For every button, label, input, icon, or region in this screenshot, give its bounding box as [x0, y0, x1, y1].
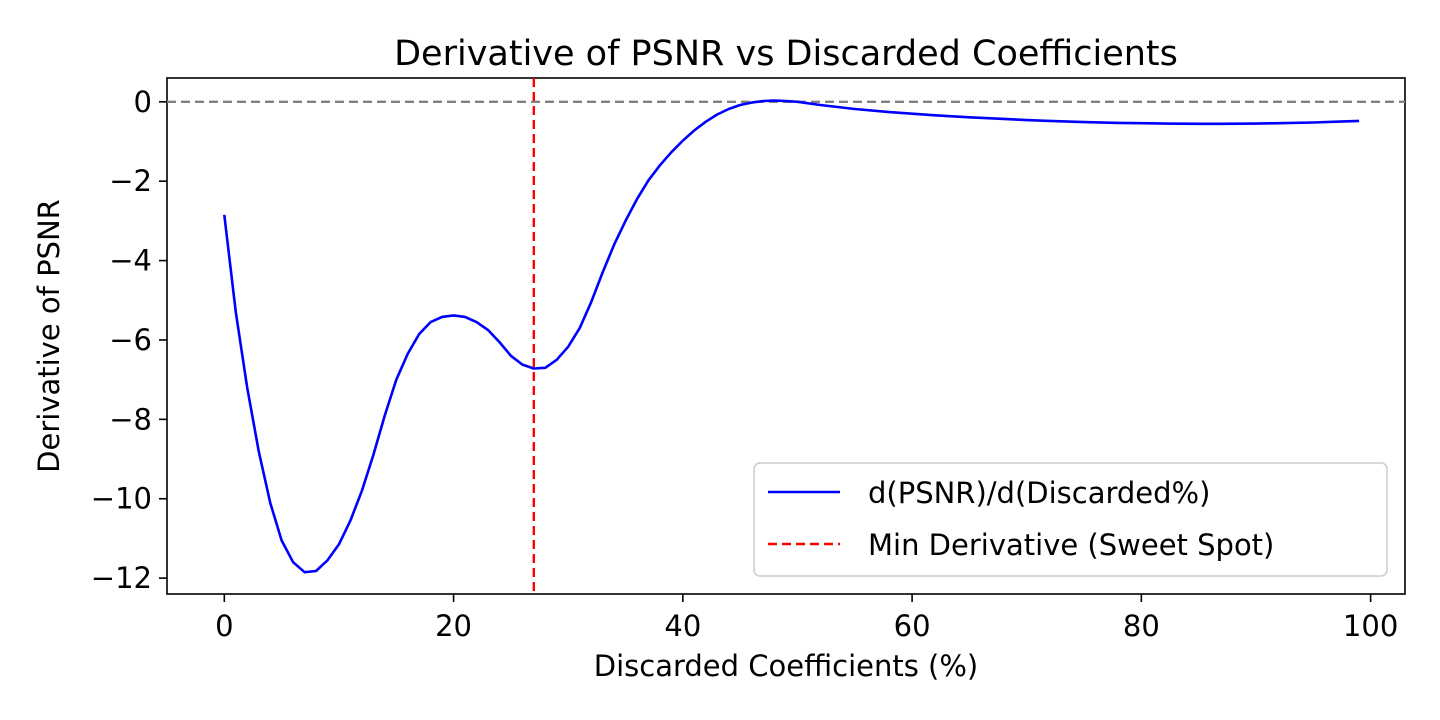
series-line-derivative [223, 99, 1360, 574]
y-axis-label: Derivative of PSNR [32, 199, 66, 473]
x-tick-label: 60 [894, 609, 931, 643]
legend-frame [753, 462, 1388, 577]
y-tick-label: −10 [91, 482, 152, 516]
legend-label-derivative: d(PSNR)/d(Discarded%) [868, 476, 1210, 510]
x-tick-label: 80 [1123, 609, 1160, 643]
x-tick-label: 40 [664, 609, 701, 643]
legend-label-sweet-spot: Min Derivative (Sweet Spot) [868, 528, 1274, 562]
y-tick-label: −2 [109, 164, 152, 198]
x-tick-label: 100 [1343, 609, 1398, 643]
y-tick-label: 0 [134, 85, 152, 119]
x-axis-label: Discarded Coefficients (%) [594, 649, 978, 683]
y-axis-ticks: 0 −2 −4 −6 −8 −10 −12 [91, 85, 167, 595]
y-tick-label: −4 [109, 244, 152, 278]
y-tick-label: −8 [109, 402, 152, 436]
y-tick-label: −12 [91, 561, 152, 595]
x-axis-ticks: 0 20 40 60 80 100 [215, 594, 1398, 643]
legend: d(PSNR)/d(Discarded%) Min Derivative (Sw… [753, 462, 1388, 577]
y-tick-label: −6 [109, 323, 152, 357]
x-tick-label: 20 [435, 609, 472, 643]
chart-title: Derivative of PSNR vs Discarded Coeffici… [394, 34, 1178, 74]
x-tick-label: 0 [215, 609, 233, 643]
